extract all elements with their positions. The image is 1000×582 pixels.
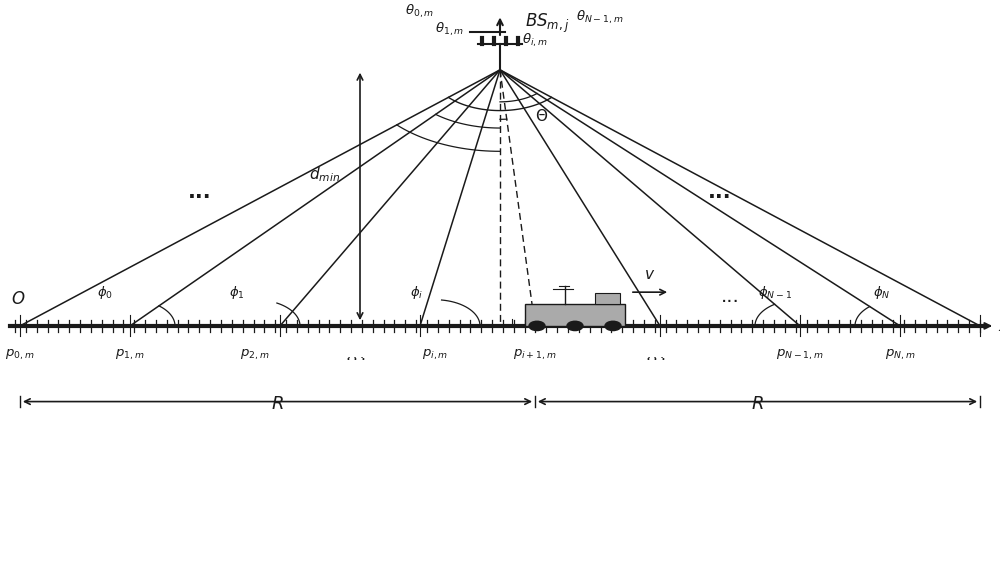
Text: $\phi_{N-1}$: $\phi_{N-1}$ bbox=[758, 285, 792, 301]
Text: $p_{i,m}$: $p_{i,m}$ bbox=[422, 348, 448, 362]
Text: ...: ... bbox=[721, 288, 739, 306]
Text: $O$: $O$ bbox=[11, 290, 25, 308]
Text: $p_{2,m}$: $p_{2,m}$ bbox=[240, 348, 270, 362]
Text: $R$: $R$ bbox=[751, 396, 764, 413]
Text: $...$: $...$ bbox=[346, 348, 364, 361]
Circle shape bbox=[605, 321, 621, 331]
Text: $BS_{m,j}$: $BS_{m,j}$ bbox=[525, 12, 569, 35]
Text: $p_{N,m}$: $p_{N,m}$ bbox=[885, 348, 915, 362]
Text: $...$: $...$ bbox=[645, 348, 665, 363]
Text: $\phi_1$: $\phi_1$ bbox=[229, 285, 245, 301]
Text: $R$: $R$ bbox=[271, 396, 284, 413]
Text: $\theta_{0,m}$: $\theta_{0,m}$ bbox=[405, 3, 435, 20]
Text: $\theta_{i,m}$: $\theta_{i,m}$ bbox=[522, 32, 548, 49]
Text: $v$: $v$ bbox=[644, 267, 656, 282]
Text: $x$: $x$ bbox=[998, 317, 1000, 335]
Text: $\phi_0$: $\phi_0$ bbox=[97, 285, 113, 301]
Text: $\phi_N$: $\phi_N$ bbox=[873, 285, 891, 301]
Circle shape bbox=[529, 321, 545, 331]
Text: $p_{0,m}$: $p_{0,m}$ bbox=[5, 348, 35, 362]
Text: $\theta_{1,m}$: $\theta_{1,m}$ bbox=[435, 20, 465, 38]
Text: $\phi_i$: $\phi_i$ bbox=[410, 285, 424, 301]
Text: $...$: $...$ bbox=[646, 348, 664, 361]
Bar bbox=[525, 304, 625, 326]
Text: $d_{min}$: $d_{min}$ bbox=[309, 165, 340, 184]
Text: $\theta_{N-1,m}$: $\theta_{N-1,m}$ bbox=[576, 9, 624, 26]
Bar bbox=[595, 293, 620, 304]
Circle shape bbox=[567, 321, 583, 331]
Text: $p_{i+1,m}$: $p_{i+1,m}$ bbox=[513, 348, 557, 362]
Text: $\Theta$: $\Theta$ bbox=[535, 108, 548, 125]
Text: ...: ... bbox=[708, 182, 732, 202]
Text: $...$: $...$ bbox=[345, 348, 365, 363]
Text: $p_{1,m}$: $p_{1,m}$ bbox=[115, 348, 145, 362]
Text: $p_{N-1,m}$: $p_{N-1,m}$ bbox=[776, 348, 824, 362]
Text: ...: ... bbox=[188, 182, 212, 202]
